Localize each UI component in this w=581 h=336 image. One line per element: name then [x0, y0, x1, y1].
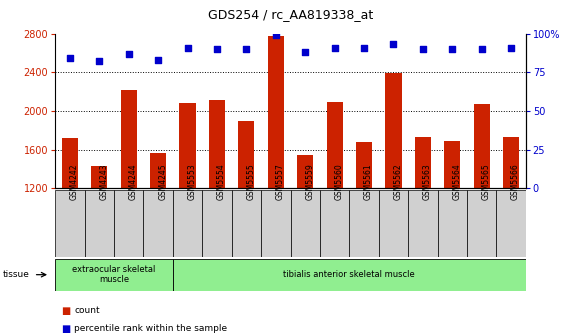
Text: GDS254 / rc_AA819338_at: GDS254 / rc_AA819338_at	[208, 8, 373, 22]
Text: GSM4245: GSM4245	[158, 163, 167, 200]
Point	[418, 46, 428, 52]
Bar	[114, 190, 144, 257]
Point	[447, 46, 457, 52]
Point	[507, 45, 516, 50]
Point	[183, 45, 192, 50]
Bar	[444, 141, 460, 188]
Text: tissue: tissue	[3, 270, 30, 279]
Bar	[349, 190, 379, 257]
Text: GSM5565: GSM5565	[482, 163, 491, 200]
Bar	[180, 103, 196, 188]
Bar	[408, 190, 437, 257]
Point	[330, 45, 339, 50]
Point	[95, 59, 104, 64]
Bar	[474, 104, 490, 188]
Bar	[55, 259, 173, 291]
Text: GSM5561: GSM5561	[364, 163, 373, 200]
Text: ■: ■	[61, 324, 70, 334]
Bar	[437, 190, 467, 257]
Text: ■: ■	[61, 306, 70, 316]
Text: GSM5563: GSM5563	[423, 163, 432, 200]
Bar	[496, 190, 526, 257]
Bar	[238, 121, 254, 188]
Bar	[327, 102, 343, 188]
Point	[153, 57, 163, 62]
Text: GSM5554: GSM5554	[217, 163, 226, 200]
Point	[389, 42, 398, 47]
Text: tibialis anterior skeletal muscle: tibialis anterior skeletal muscle	[284, 270, 415, 279]
Point	[124, 51, 134, 56]
Bar	[379, 190, 408, 257]
Text: count: count	[74, 306, 100, 315]
Text: GSM4242: GSM4242	[70, 163, 79, 200]
Bar	[320, 190, 349, 257]
Point	[300, 49, 310, 55]
Bar	[467, 190, 496, 257]
Text: GSM5560: GSM5560	[335, 163, 343, 200]
Point	[271, 33, 281, 38]
Bar	[150, 153, 166, 188]
Bar	[209, 100, 225, 188]
Bar	[173, 259, 526, 291]
Text: GSM5557: GSM5557	[276, 163, 285, 200]
Bar	[232, 190, 261, 257]
Text: GSM5564: GSM5564	[452, 163, 461, 200]
Text: GSM5566: GSM5566	[511, 163, 520, 200]
Point	[242, 46, 251, 52]
Bar	[261, 190, 290, 257]
Text: extraocular skeletal
muscle: extraocular skeletal muscle	[72, 265, 156, 284]
Bar	[356, 142, 372, 188]
Text: GSM5553: GSM5553	[188, 163, 196, 200]
Bar	[385, 73, 401, 188]
Text: GSM4244: GSM4244	[129, 163, 138, 200]
Bar	[202, 190, 232, 257]
Point	[65, 56, 74, 61]
Bar	[268, 36, 284, 188]
Bar	[415, 137, 431, 188]
Text: GSM5562: GSM5562	[393, 163, 403, 200]
Point	[212, 46, 221, 52]
Bar	[290, 190, 320, 257]
Bar	[503, 137, 519, 188]
Bar	[62, 138, 78, 188]
Text: percentile rank within the sample: percentile rank within the sample	[74, 324, 228, 333]
Text: GSM5555: GSM5555	[246, 163, 256, 200]
Text: GSM4243: GSM4243	[99, 163, 108, 200]
Point	[360, 45, 369, 50]
Bar	[121, 90, 137, 188]
Bar	[85, 190, 114, 257]
Bar	[173, 190, 202, 257]
Bar	[91, 166, 107, 188]
Point	[477, 46, 486, 52]
Bar	[55, 190, 85, 257]
Text: GSM5559: GSM5559	[305, 163, 314, 200]
Bar	[297, 155, 313, 188]
Bar	[144, 190, 173, 257]
